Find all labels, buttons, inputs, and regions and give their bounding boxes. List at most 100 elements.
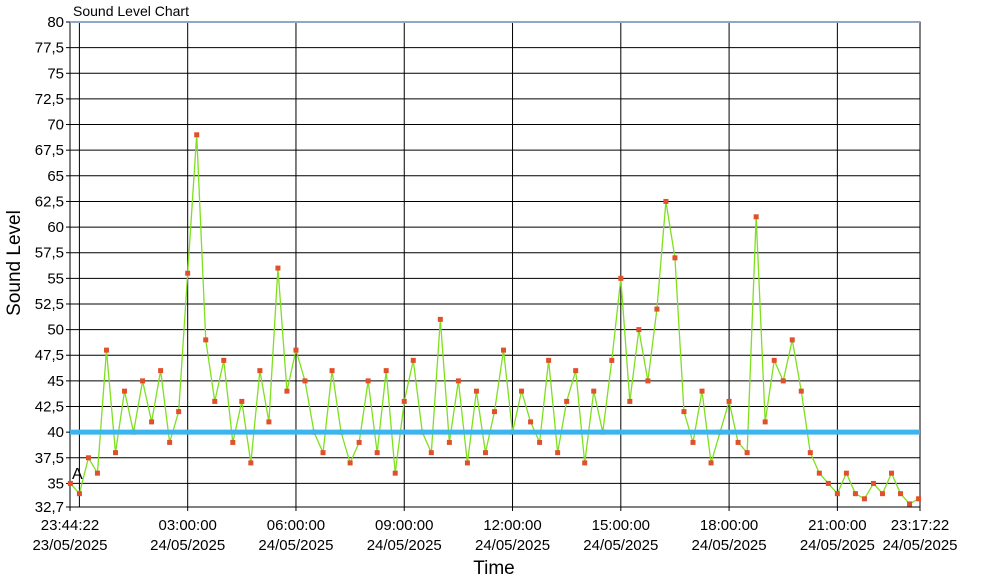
data-point <box>627 398 633 404</box>
data-point <box>194 132 200 138</box>
data-point <box>879 491 885 497</box>
data-point <box>167 439 173 445</box>
data-point <box>852 491 858 497</box>
data-point <box>275 265 281 271</box>
x-tick-label-line: 18:00:00 <box>700 517 758 534</box>
data-point <box>528 419 534 425</box>
data-point <box>816 470 822 476</box>
data-point <box>392 470 398 476</box>
y-tick-label: 75 <box>47 65 64 82</box>
chart-title: Sound Level Chart <box>73 3 189 19</box>
data-point <box>437 316 443 322</box>
data-point <box>67 480 73 486</box>
x-tick-label: 09:00:00 24/05/2025 <box>367 517 442 554</box>
data-point <box>428 450 434 456</box>
data-point <box>112 450 118 456</box>
data-point <box>284 388 290 394</box>
data-point <box>103 347 109 353</box>
data-point <box>564 398 570 404</box>
data-point <box>257 368 263 374</box>
x-tick-label-line: 24/05/2025 <box>367 537 442 554</box>
data-point <box>239 398 245 404</box>
y-tick-label: 62,5 <box>35 193 64 210</box>
data-point <box>681 409 687 415</box>
x-tick-label-line: 24/05/2025 <box>150 537 225 554</box>
data-point <box>870 480 876 486</box>
data-point <box>203 337 209 343</box>
y-tick-label: 77,5 <box>35 40 64 57</box>
x-tick-label: 06:00:00 24/05/2025 <box>258 517 333 554</box>
x-tick-label-line: 24/05/2025 <box>475 537 550 554</box>
data-point <box>365 378 371 384</box>
data-point <box>464 460 470 466</box>
data-point <box>654 306 660 312</box>
data-point <box>266 419 272 425</box>
y-tick-label: 80 <box>47 14 64 31</box>
y-axis-label: Sound Level <box>4 210 25 316</box>
data-point <box>898 491 904 497</box>
data-point <box>907 501 913 507</box>
annotation: A <box>72 466 83 483</box>
x-tick-label: 23:17:22 24/05/2025 <box>882 517 957 554</box>
x-tick-label-line: 09:00:00 <box>375 517 433 534</box>
y-tick-label: 72,5 <box>35 91 64 108</box>
x-tick-label-line: 15:00:00 <box>592 517 650 534</box>
y-tick-label: 55 <box>47 270 64 287</box>
data-point <box>690 439 696 445</box>
x-tick-label-line: 06:00:00 <box>267 517 325 534</box>
data-point <box>618 275 624 281</box>
data-point <box>798 388 804 394</box>
x-tick-label: 21:00:00 24/05/2025 <box>800 517 875 554</box>
data-point <box>176 409 182 415</box>
data-point <box>320 450 326 456</box>
data-point <box>663 198 669 204</box>
data-point <box>140 378 146 384</box>
data-point <box>645 378 651 384</box>
x-tick-label-line: 03:00:00 <box>158 517 216 534</box>
data-point <box>807 450 813 456</box>
data-point <box>374 450 380 456</box>
data-point <box>546 357 552 363</box>
y-tick-label: 42,5 <box>35 399 64 416</box>
data-point <box>843 470 849 476</box>
y-tick-label: 70 <box>47 117 64 134</box>
data-point <box>555 450 561 456</box>
data-point <box>916 496 922 502</box>
y-tick-label: 67,5 <box>35 142 64 159</box>
y-tick-label: 45 <box>47 373 64 390</box>
data-point <box>221 357 227 363</box>
data-point <box>735 439 741 445</box>
data-point <box>410 357 416 363</box>
data-point <box>753 214 759 220</box>
data-point <box>726 398 732 404</box>
data-point <box>302 378 308 384</box>
data-point <box>789 337 795 343</box>
data-point <box>699 388 705 394</box>
data-point <box>383 368 389 374</box>
data-point <box>347 460 353 466</box>
y-tick-label: 57,5 <box>35 245 64 262</box>
data-point <box>744 450 750 456</box>
data-point <box>491 409 497 415</box>
data-point <box>94 470 100 476</box>
x-tick-label-line: 12:00:00 <box>483 517 541 534</box>
data-point <box>473 388 479 394</box>
data-point <box>834 491 840 497</box>
data-point <box>708 460 714 466</box>
data-point <box>771 357 777 363</box>
data-point <box>519 388 525 394</box>
x-tick-label-line: 24/05/2025 <box>258 537 333 554</box>
data-point <box>158 368 164 374</box>
data-point <box>185 270 191 276</box>
data-point <box>149 419 155 425</box>
data-point <box>230 439 236 445</box>
x-tick-label: 12:00:00 24/05/2025 <box>475 517 550 554</box>
x-tick-label-line: 24/05/2025 <box>882 537 957 554</box>
y-tick-label: 60 <box>47 219 64 236</box>
data-point <box>636 327 642 333</box>
data-point <box>780 378 786 384</box>
x-tick-label-line: 21:00:00 <box>808 517 866 534</box>
data-line <box>69 134 919 505</box>
data-point <box>591 388 597 394</box>
